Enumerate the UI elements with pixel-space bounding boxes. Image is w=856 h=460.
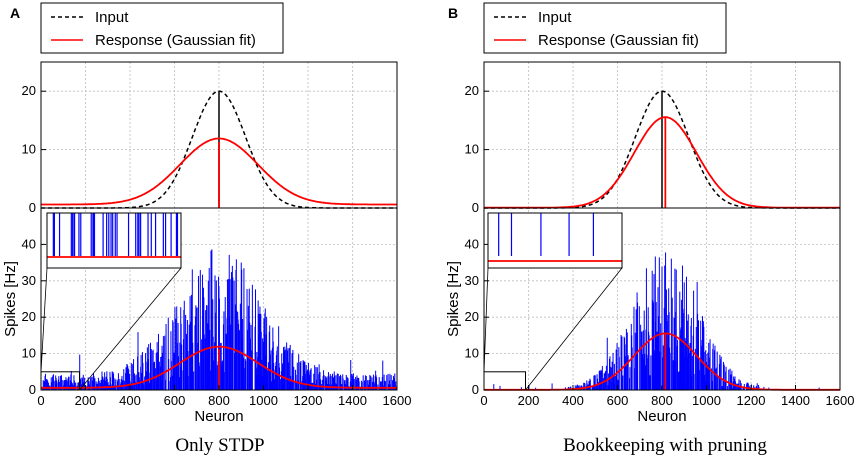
- bottom-y-tick-label: 0: [29, 382, 36, 397]
- x-tick-label: 200: [75, 393, 97, 408]
- x-tick-label: 200: [518, 393, 540, 408]
- x-tick-label: 800: [651, 393, 673, 408]
- x-tick-label: 1000: [249, 393, 278, 408]
- x-tick-label: 800: [208, 393, 230, 408]
- bottom-y-tick-label: 0: [472, 382, 479, 397]
- x-tick-label: 1000: [692, 393, 721, 408]
- x-tick-label: 600: [607, 393, 629, 408]
- legend-response-label: Response (Gaussian fit): [538, 32, 699, 49]
- top-y-tick-label: 0: [472, 200, 479, 215]
- x-tick-label: 1400: [781, 393, 810, 408]
- response-curve: [41, 137, 397, 206]
- spike-series: [493, 252, 820, 390]
- y-axis-label: Spikes [Hz]: [2, 261, 19, 337]
- inset-frame: [46, 212, 182, 269]
- top-y-tick-label: 10: [22, 142, 36, 157]
- bottom-y-tick-label: 30: [465, 273, 479, 288]
- bottom-y-tick-label: 40: [465, 236, 479, 251]
- panel-caption: Only STDP: [175, 435, 264, 456]
- x-tick-label: 0: [37, 393, 44, 408]
- panel-label: A: [10, 5, 20, 21]
- x-axis-label: Neuron: [637, 408, 686, 425]
- inset-frame: [487, 212, 623, 269]
- zoom-region-box: [40, 371, 80, 391]
- zoom-connector-right: [79, 267, 182, 391]
- legend-response-label: Response (Gaussian fit): [95, 32, 256, 49]
- x-tick-label: 600: [164, 393, 186, 408]
- panel-caption: Bookkeeping with pruning: [563, 435, 767, 456]
- top-y-tick-label: 10: [465, 142, 479, 157]
- zoom-connector-right: [525, 267, 623, 391]
- bottom-y-tick-label: 10: [465, 346, 479, 361]
- bottom-y-tick-label: 20: [465, 309, 479, 324]
- x-tick-label: 1600: [826, 393, 855, 408]
- top-y-tick-label: 20: [22, 83, 36, 98]
- x-tick-label: 0: [480, 393, 487, 408]
- zoom-region-box: [483, 371, 526, 391]
- panel-label: B: [448, 5, 458, 21]
- bottom-y-tick-label: 10: [22, 346, 36, 361]
- legend-input-label: Input: [538, 9, 572, 26]
- x-tick-label: 1600: [383, 393, 412, 408]
- legend: Input Response (Gaussian fit): [483, 2, 727, 54]
- x-tick-label: 1400: [338, 393, 367, 408]
- inset-plot: [46, 212, 182, 269]
- top-y-tick-label: 0: [29, 200, 36, 215]
- zoom-connector-left: [40, 267, 48, 372]
- inset-background: [488, 213, 622, 268]
- zoom-connector-left: [483, 267, 489, 372]
- spike-series: [40, 249, 398, 390]
- x-tick-label: 1200: [294, 393, 323, 408]
- x-tick-label: 1200: [737, 393, 766, 408]
- x-tick-label: 400: [119, 393, 141, 408]
- bottom-y-tick-label: 40: [22, 236, 36, 251]
- bottom-fit-curve: [41, 345, 397, 389]
- legend: Input Response (Gaussian fit): [40, 2, 284, 54]
- bottom-y-tick-label: 20: [22, 309, 36, 324]
- legend-input-label: Input: [95, 9, 129, 26]
- inset-background: [47, 213, 181, 268]
- x-tick-label: 400: [562, 393, 584, 408]
- inset-plot: [487, 212, 623, 269]
- legend-box: [483, 2, 727, 54]
- top-y-tick-label: 20: [465, 83, 479, 98]
- legend-box: [40, 2, 284, 54]
- y-axis-label: Spikes [Hz]: [445, 261, 462, 337]
- x-axis-label: Neuron: [194, 408, 243, 425]
- bottom-y-tick-label: 30: [22, 273, 36, 288]
